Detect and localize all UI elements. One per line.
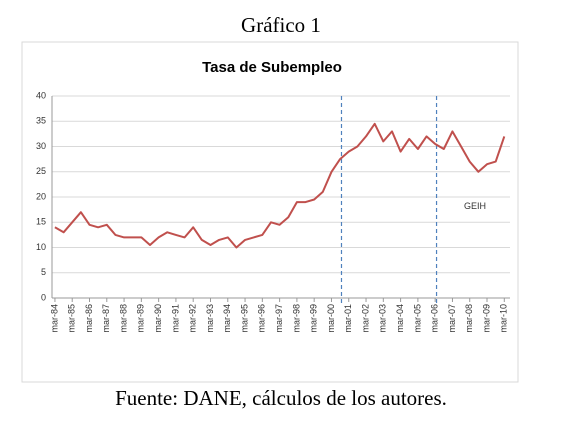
x-tick-label: mar-84 xyxy=(49,304,59,333)
x-tick-label: mar-91 xyxy=(170,304,180,333)
y-tick-label: 20 xyxy=(36,191,46,201)
x-tick-label: mar-96 xyxy=(257,304,267,333)
x-tick-label: mar-07 xyxy=(447,304,457,333)
y-tick-label: 35 xyxy=(36,116,46,126)
x-tick-label: mar-88 xyxy=(118,304,128,333)
x-tick-label: mar-04 xyxy=(395,304,405,333)
y-tick-label: 25 xyxy=(36,166,46,176)
x-tick-label: mar-10 xyxy=(499,304,509,333)
y-tick-label: 5 xyxy=(41,267,46,277)
source: Fuente: DANE, cálculos de los autores. xyxy=(115,386,447,410)
y-tick-label: 0 xyxy=(41,292,46,302)
x-tick-label: mar-03 xyxy=(378,304,388,333)
x-tick-label: mar-08 xyxy=(464,304,474,333)
x-tick-label: mar-93 xyxy=(205,304,215,333)
x-tick-label: mar-95 xyxy=(239,304,249,333)
x-tick-label: mar-09 xyxy=(481,304,491,333)
chart-title: Tasa de Subempleo xyxy=(202,59,342,76)
x-tick-label: mar-02 xyxy=(360,304,370,333)
heading: Gráfico 1 xyxy=(241,13,321,37)
y-tick-label: 40 xyxy=(36,90,46,100)
x-tick-label: mar-94 xyxy=(222,304,232,333)
chart-frame xyxy=(21,41,519,383)
x-tick-label: mar-89 xyxy=(136,304,146,333)
x-tick-label: mar-87 xyxy=(101,304,111,333)
series-line xyxy=(54,122,506,249)
x-tick-label: mar-86 xyxy=(84,304,94,333)
x-tick-label: mar-05 xyxy=(412,304,422,333)
y-tick-label: 10 xyxy=(36,242,46,252)
annotation: GEIH xyxy=(464,201,486,211)
x-tick-label: mar-92 xyxy=(188,304,198,333)
x-tick-label: mar-98 xyxy=(291,304,301,333)
x-tick-label: mar-97 xyxy=(274,304,284,333)
x-tick-label: mar-99 xyxy=(309,304,319,333)
x-tick-label: mar-00 xyxy=(326,304,336,333)
x-tick-label: mar-90 xyxy=(153,304,163,333)
y-tick-label: 15 xyxy=(36,217,46,227)
x-tick-label: mar-85 xyxy=(67,304,77,333)
x-tick-label: mar-06 xyxy=(430,304,440,333)
y-tick-label: 30 xyxy=(36,141,46,151)
x-tick-label: mar-01 xyxy=(343,304,353,333)
